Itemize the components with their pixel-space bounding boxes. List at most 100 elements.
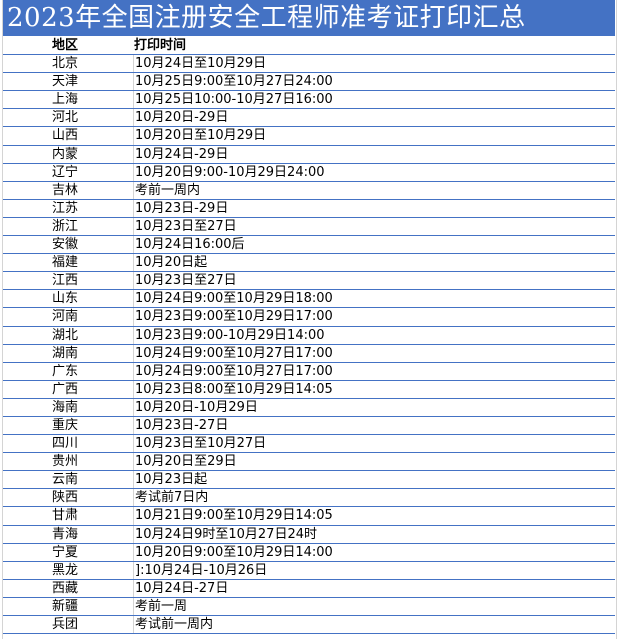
region-cell[interactable]: 广东	[52, 363, 79, 379]
time-cell[interactable]: 10月24日9:00至10月27日17:00	[133, 344, 333, 362]
region-cell[interactable]: 福建	[52, 255, 79, 271]
time-cell[interactable]: 10月20日9:00至10月29日14:00	[133, 543, 333, 561]
table-row: 云南 10月23日起	[3, 471, 615, 490]
sheet-title[interactable]: 2023年全国注册安全工程师准考证打印汇总	[3, 0, 615, 36]
table-row: 兵团 考试前一周内	[3, 616, 615, 635]
time-cell[interactable]: 10月24日16:00后	[133, 236, 245, 254]
table-row: 上海 10月25日10:00-10月27日16:00	[3, 91, 615, 110]
region-cell[interactable]: 兵团	[52, 617, 79, 632]
table-row: 辽宁 10月20日9:00-10月29日24:00	[3, 163, 615, 182]
table-row: 陕西 考试前7日内	[3, 489, 615, 508]
region-cell[interactable]: 山东	[52, 291, 79, 307]
table-row: 河南 10月23日9:00至10月29日17:00	[3, 308, 615, 327]
table-row: 四川 10月23日至10月27日	[3, 435, 615, 454]
table-row: 新疆 考前一周	[3, 597, 615, 616]
region-cell[interactable]: 北京	[52, 56, 79, 72]
region-cell[interactable]: 湖北	[52, 327, 79, 343]
time-cell[interactable]: 10月23日起	[133, 471, 208, 489]
table-row: 北京 10月24日至10月29日	[3, 55, 615, 74]
table-row: 重庆 10月23日-27日	[3, 416, 615, 436]
table-row: 甘肃 10月21日9:00至10月29日14:05	[3, 507, 615, 526]
time-cell[interactable]: 10月24日-29日	[133, 145, 229, 163]
time-cell[interactable]: 考试前7日内	[133, 489, 209, 507]
region-cell[interactable]: 江苏	[52, 200, 79, 216]
time-cell[interactable]: 10月23日-29日	[133, 199, 229, 217]
header-row: 地区 打印时间	[3, 37, 615, 56]
region-cell[interactable]: 湖南	[52, 345, 79, 361]
table-row: 江西 10月23日至27日	[3, 272, 615, 291]
region-cell[interactable]: 新疆	[52, 598, 79, 614]
table-row: 青海 10月24日9时至10月27日24时	[3, 525, 615, 544]
time-cell[interactable]: 10月23日8:00至10月29日14:05	[133, 380, 333, 398]
time-cell[interactable]: 10月23日-27日	[133, 416, 229, 435]
time-cell[interactable]: 10月23日9:00至10月29日17:00	[133, 308, 333, 326]
table-row: 贵州 10月20日至29日	[3, 453, 615, 472]
time-cell[interactable]: 10月20日起	[133, 254, 208, 272]
table-row: 海南 10月20日-10月29日	[3, 398, 615, 417]
region-cell[interactable]: 天津	[52, 74, 79, 90]
time-cell[interactable]: 10月24日9:00至10月29日18:00	[133, 290, 333, 308]
region-cell[interactable]: 山西	[52, 128, 79, 144]
region-cell[interactable]: 海南	[52, 399, 79, 415]
region-cell[interactable]: 贵州	[52, 454, 79, 470]
time-cell[interactable]: 10月20日9:00-10月29日24:00	[133, 163, 325, 181]
region-cell[interactable]: 河南	[52, 309, 79, 325]
table-row: 黑龙 ]:10月24日-10月26日	[3, 561, 615, 580]
time-cell[interactable]: 10月20日至10月29日	[133, 127, 267, 145]
header-region[interactable]: 地区	[52, 38, 79, 53]
region-cell[interactable]: 上海	[52, 92, 79, 108]
time-cell[interactable]: 10月20日-10月29日	[133, 398, 258, 416]
region-cell[interactable]: 安徽	[52, 237, 79, 253]
time-cell[interactable]: 考前一周	[133, 597, 188, 615]
gridline	[616, 0, 617, 639]
region-cell[interactable]: 黑龙	[52, 562, 79, 578]
time-cell[interactable]: 10月23日至27日	[133, 272, 237, 290]
time-cell[interactable]: 10月24日至10月29日	[133, 55, 267, 73]
time-cell[interactable]: 10月21日9:00至10月29日14:05	[133, 507, 333, 525]
table-row: 河北 10月20日-29日	[3, 109, 615, 128]
time-cell[interactable]: ]:10月24日-10月26日	[133, 561, 268, 579]
region-cell[interactable]: 重庆	[52, 417, 79, 433]
table-row: 安徽 10月24日16:00后	[3, 236, 615, 255]
region-cell[interactable]: 四川	[52, 436, 79, 452]
table-row: 广西 10月23日8:00至10月29日14:05	[3, 380, 615, 399]
region-cell[interactable]: 内蒙	[52, 146, 79, 162]
time-cell[interactable]: 考试前一周内	[133, 616, 214, 634]
time-cell[interactable]: 10月23日9:00-10月29日14:00	[133, 326, 325, 344]
time-cell[interactable]: 10月24日9:00至10月27日17:00	[133, 362, 333, 380]
table-row: 福建 10月20日起	[3, 254, 615, 273]
time-cell[interactable]: 10月25日10:00-10月27日16:00	[133, 91, 333, 109]
region-cell[interactable]: 辽宁	[52, 164, 79, 180]
time-cell[interactable]: 10月23日至27日	[133, 217, 237, 236]
table-row: 湖南 10月24日9:00至10月27日17:00	[3, 344, 615, 363]
header-time[interactable]: 打印时间	[134, 38, 187, 53]
time-cell[interactable]: 考前一周内	[133, 181, 201, 199]
region-cell[interactable]: 江西	[52, 273, 79, 289]
region-cell[interactable]: 广西	[52, 381, 79, 397]
table-row: 山西 10月20日至10月29日	[3, 127, 615, 146]
table-row: 广东 10月24日9:00至10月27日17:00	[3, 362, 615, 381]
region-cell[interactable]: 甘肃	[52, 508, 79, 524]
region-cell[interactable]: 浙江	[52, 218, 79, 234]
data-table: 地区 打印时间 北京 10月24日至10月29日天津 10月25日9:00至10月2…	[3, 37, 615, 635]
region-cell[interactable]: 陕西	[52, 490, 79, 506]
table-row: 内蒙 10月24日-29日	[3, 145, 615, 164]
region-cell[interactable]: 云南	[52, 472, 79, 488]
table-row: 吉林 考前一周内	[3, 181, 615, 200]
table-row: 西藏 10月24日-27日	[3, 579, 615, 598]
time-cell[interactable]: 10月24日9时至10月27日24时	[133, 525, 317, 543]
region-cell[interactable]: 吉林	[52, 182, 79, 198]
table-row: 江苏 10月23日-29日	[3, 199, 615, 218]
time-cell[interactable]: 10月20日至29日	[133, 453, 237, 471]
time-cell[interactable]: 10月25日9:00至10月27日24:00	[133, 73, 333, 91]
region-cell[interactable]: 河北	[52, 110, 79, 126]
time-cell[interactable]: 10月20日-29日	[133, 109, 229, 127]
table-row: 山东 10月24日9:00至10月29日18:00	[3, 290, 615, 309]
region-cell[interactable]: 宁夏	[52, 544, 79, 560]
time-cell[interactable]: 10月23日至10月27日	[133, 435, 267, 453]
gridline	[2, 0, 3, 639]
region-cell[interactable]: 青海	[52, 526, 79, 542]
time-cell[interactable]: 10月24日-27日	[133, 579, 229, 597]
region-cell[interactable]: 西藏	[52, 580, 79, 596]
